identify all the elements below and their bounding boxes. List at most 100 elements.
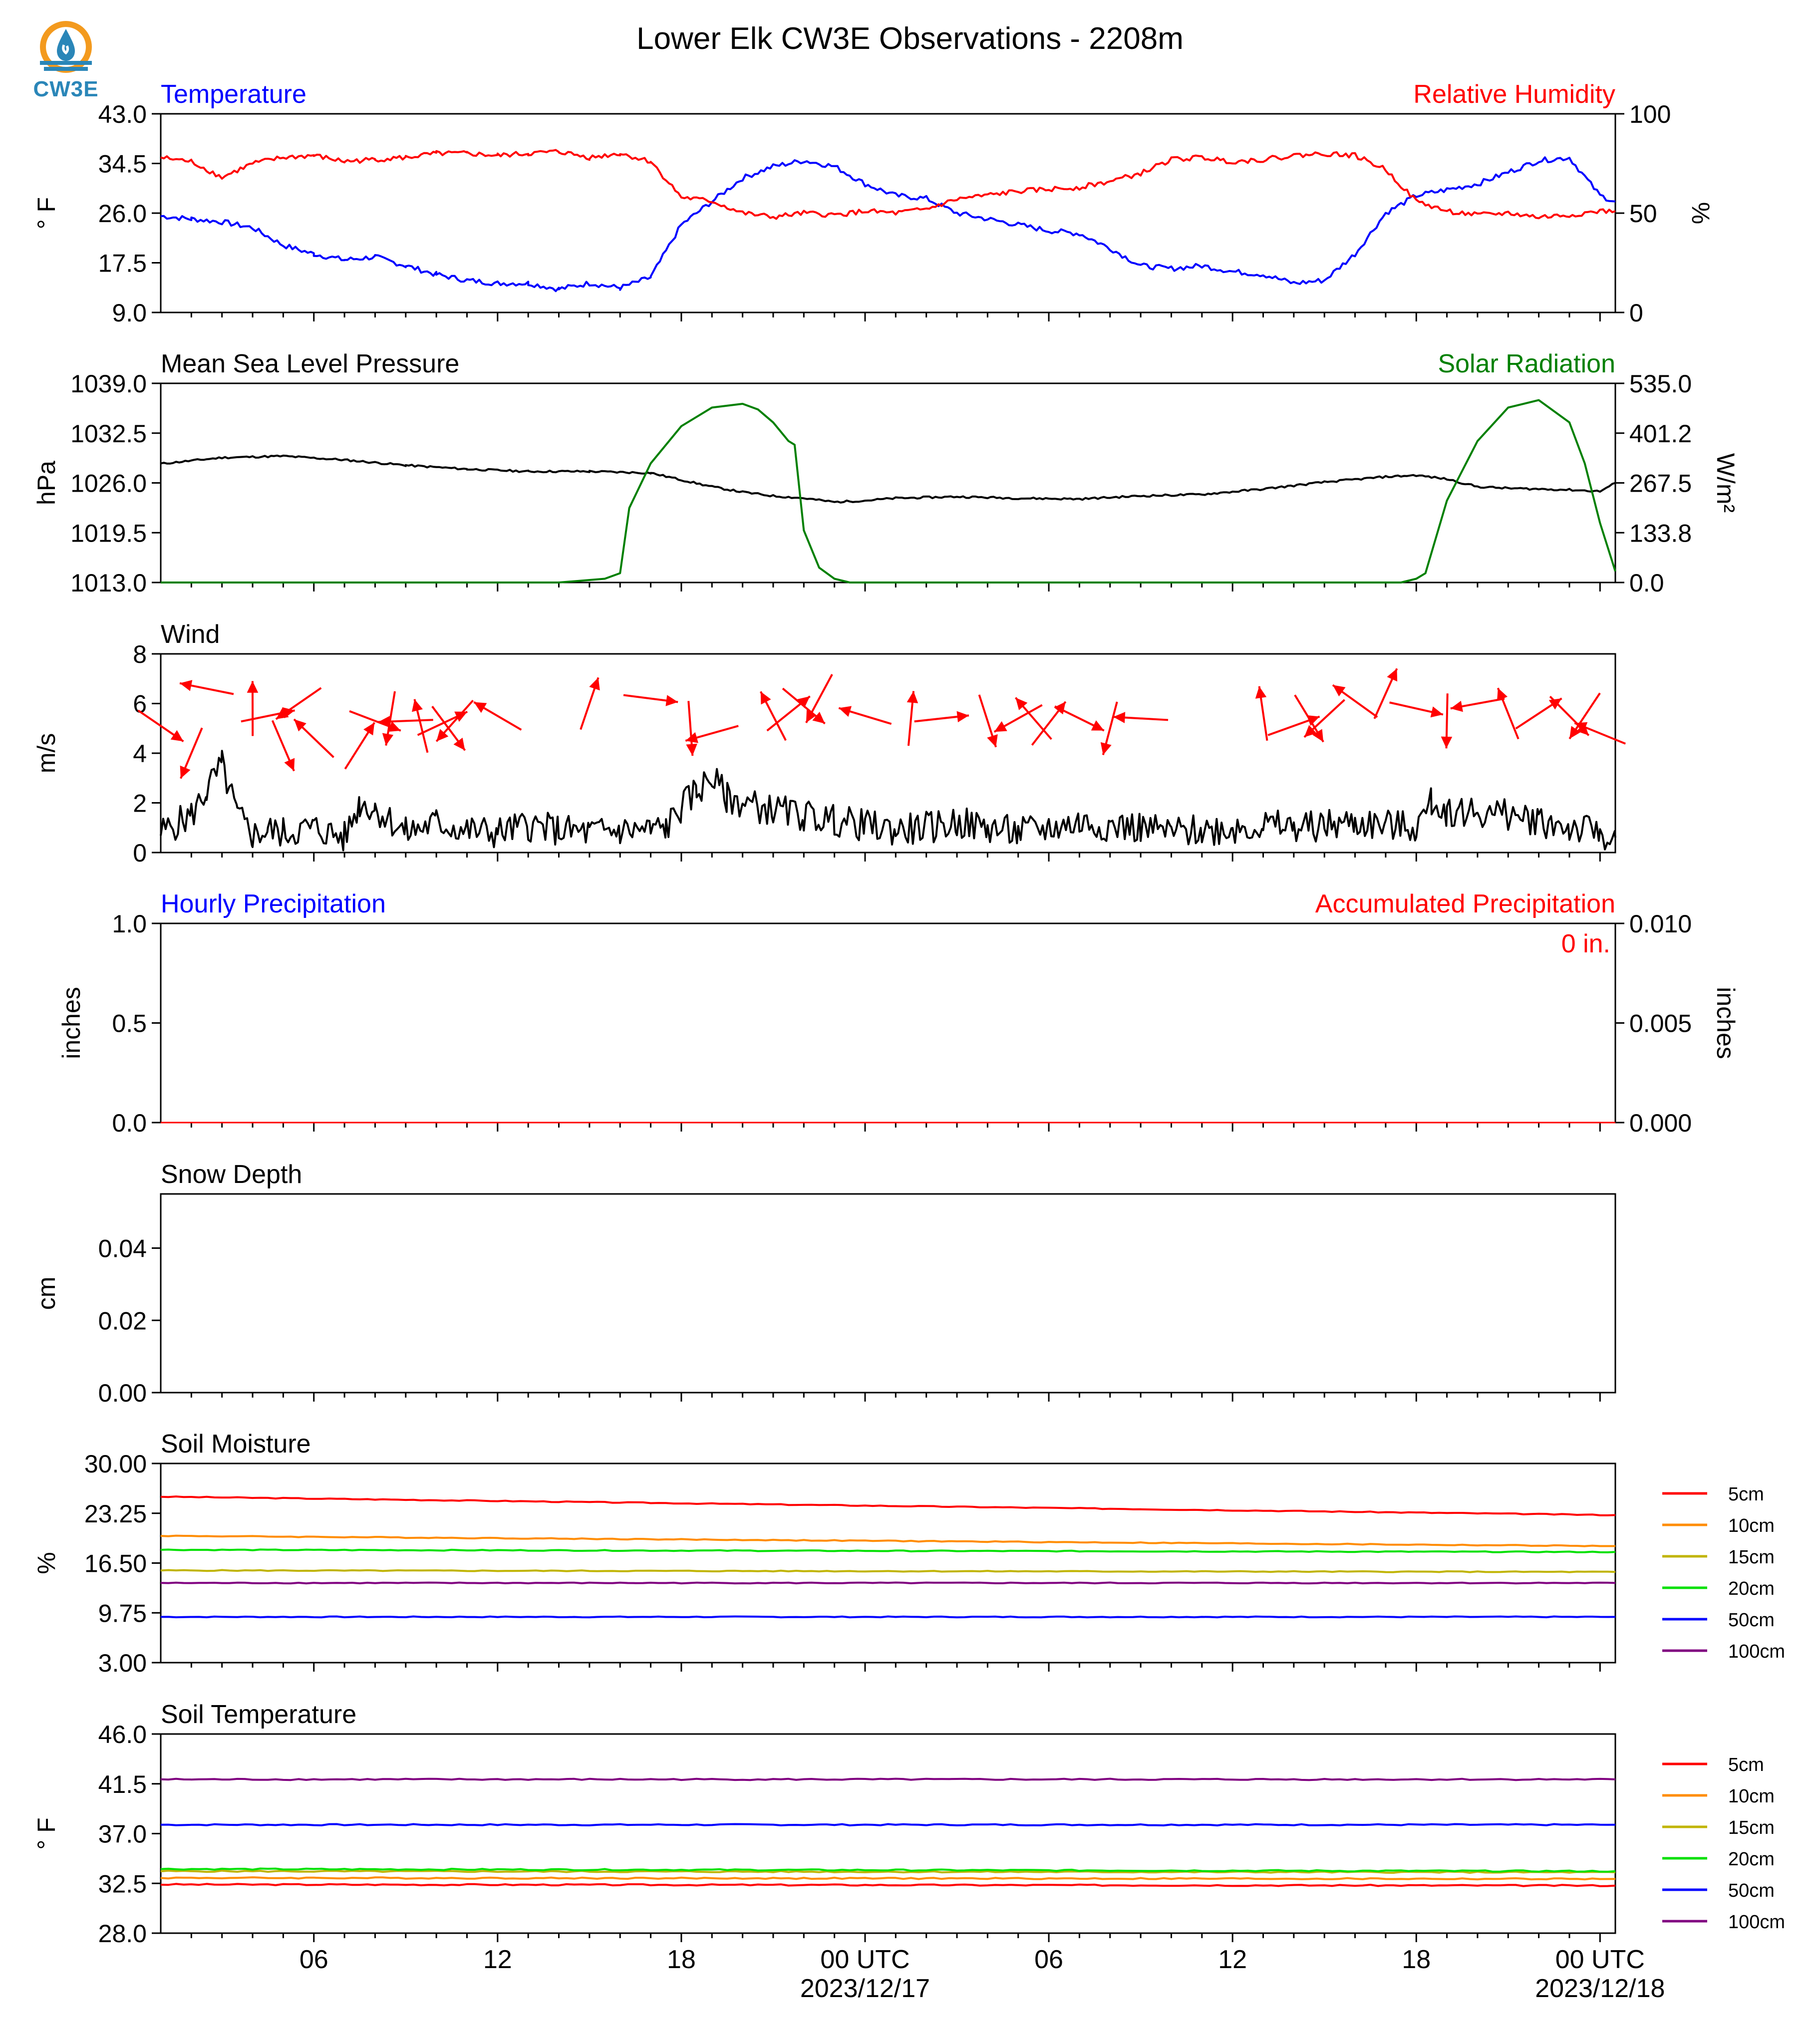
wind-vector-head — [994, 721, 1007, 732]
y-tick-label-left: 17.5 — [98, 250, 147, 278]
y-tick-label-right: 0.005 — [1629, 1010, 1692, 1038]
x-tick-label: 06 — [1034, 1945, 1063, 1974]
x-tick-label: 18 — [1402, 1945, 1431, 1974]
x-tick-label: 00 UTC — [820, 1945, 910, 1974]
wind-vector-head — [839, 706, 852, 717]
wind-vector-head — [1100, 742, 1112, 755]
y-tick-label-right: 401.2 — [1629, 420, 1692, 448]
panel-title-left: Soil Moisture — [161, 1430, 311, 1458]
legend-label: 5cm — [1728, 1754, 1764, 1775]
panel-title-right: Accumulated Precipitation — [1315, 889, 1615, 918]
wind-vector-head — [1387, 668, 1398, 682]
wind-vector-head — [284, 758, 295, 771]
y-tick-label-left: 1039.0 — [70, 370, 147, 398]
y-tick-label-left: 16.50 — [84, 1550, 147, 1578]
y-tick-label-left: 26.0 — [98, 200, 147, 228]
logo-text: CW3E — [33, 77, 99, 101]
y-tick-label-left: 1013.0 — [70, 569, 147, 597]
y-axis-label-left: ° F — [32, 1817, 60, 1849]
wind-vector-head — [1450, 701, 1463, 712]
series-line-10cm — [160, 1534, 1615, 1547]
wind-vector-head — [665, 695, 678, 706]
y-axis-label-left: ° F — [32, 197, 60, 229]
y-axis-label-left: m/s — [32, 733, 60, 774]
wind-vector-head — [797, 696, 810, 708]
y-tick-label-left: 30.00 — [84, 1450, 147, 1478]
legend-label: 100cm — [1728, 1912, 1785, 1933]
x-tick-label: 12 — [1218, 1945, 1247, 1974]
panel-title-right: Relative Humidity — [1413, 80, 1615, 109]
y-axis-label-left: hPa — [32, 461, 60, 505]
legend-label: 20cm — [1728, 1578, 1775, 1599]
y-tick-label-left: 0.00 — [98, 1379, 147, 1407]
series-line-100cm — [160, 1581, 1616, 1585]
y-tick-label-right: 0.010 — [1629, 910, 1692, 938]
y-tick-label-left: 23.25 — [84, 1500, 147, 1528]
legend-label: 10cm — [1728, 1786, 1775, 1807]
water-drop-sun-logo-icon — [40, 21, 92, 73]
panel-frame — [160, 382, 1616, 583]
panel-frame — [160, 1462, 1616, 1664]
x-tick-sublabel: 2023/12/17 — [800, 1974, 930, 2003]
wind-vector-head — [589, 677, 600, 691]
panel-title-left: Snow Depth — [161, 1160, 302, 1189]
wind-vector-head — [170, 730, 184, 742]
x-tick-label: 12 — [483, 1945, 512, 1974]
series-line-20cm — [160, 1548, 1616, 1553]
y-tick-label-left: 0 — [133, 839, 147, 867]
chart-title: Lower Elk CW3E Observations - 2208m — [636, 21, 1184, 56]
y-axis-label-right: inches — [1712, 987, 1740, 1059]
panel-title-left: Hourly Precipitation — [161, 889, 386, 918]
x-tick-label: 06 — [300, 1945, 328, 1974]
panel-frame — [160, 922, 1616, 1124]
y-tick-label-left: 32.5 — [98, 1870, 147, 1898]
y-tick-label-left: 46.0 — [98, 1721, 147, 1748]
wind-vector-head — [1332, 685, 1346, 697]
y-tick-label-right: 0.0 — [1629, 569, 1664, 597]
wind-vector-head — [276, 708, 289, 719]
wind-vector-head — [1441, 736, 1453, 749]
y-axis-label-left: cm — [32, 1277, 60, 1310]
wind-vector-head — [812, 711, 825, 724]
series-line-10cm — [160, 1876, 1616, 1881]
series-line-100cm — [160, 1777, 1616, 1781]
y-tick-label-left: 34.5 — [98, 150, 147, 178]
series-line-15cm — [160, 1869, 1616, 1874]
y-tick-label-left: 28.0 — [98, 1920, 147, 1948]
y-tick-label-right: 0 — [1629, 299, 1643, 327]
y-tick-label-left: 1032.5 — [70, 420, 147, 448]
y-tick-label-right: 267.5 — [1629, 470, 1692, 498]
y-axis-label-right: % — [1687, 202, 1715, 224]
legend-label: 15cm — [1728, 1547, 1775, 1568]
legend-label: 10cm — [1728, 1515, 1775, 1536]
y-tick-label-left: 2 — [133, 790, 147, 818]
wind-vector-head — [1497, 688, 1508, 701]
series-line-5cm — [160, 1883, 1616, 1887]
wind-vector-head — [363, 722, 375, 736]
y-tick-label-left: 0.04 — [98, 1235, 147, 1263]
wind-vector-head — [247, 681, 259, 693]
y-tick-label-right: 133.8 — [1629, 519, 1692, 547]
y-tick-label-left: 1026.0 — [70, 470, 147, 498]
wind-vector-head — [1015, 697, 1028, 710]
y-tick-label-left: 4 — [133, 740, 147, 768]
y-tick-label-right: 50 — [1629, 200, 1657, 228]
series-line-relative-humidity — [160, 149, 1616, 220]
wind-vector-head — [1304, 725, 1317, 737]
y-tick-label-right: 100 — [1629, 100, 1671, 128]
y-tick-label-left: 43.0 — [98, 100, 147, 128]
wind-vector-head — [378, 716, 390, 727]
y-tick-label-left: 1.0 — [112, 910, 147, 938]
y-tick-label-left: 3.00 — [98, 1649, 147, 1677]
y-tick-label-left: 0.5 — [112, 1010, 147, 1038]
wind-vector-head — [180, 765, 191, 779]
wind-vector-head — [1091, 720, 1104, 731]
wind-vector-head — [907, 691, 918, 703]
y-tick-label-left: 37.0 — [98, 1820, 147, 1848]
x-tick-label: 18 — [667, 1945, 696, 1974]
wind-vector-head — [1312, 729, 1324, 742]
y-tick-label-left: 0.02 — [98, 1307, 147, 1335]
series-line-5cm — [160, 1495, 1616, 1516]
series-line-50cm — [160, 1615, 1616, 1619]
